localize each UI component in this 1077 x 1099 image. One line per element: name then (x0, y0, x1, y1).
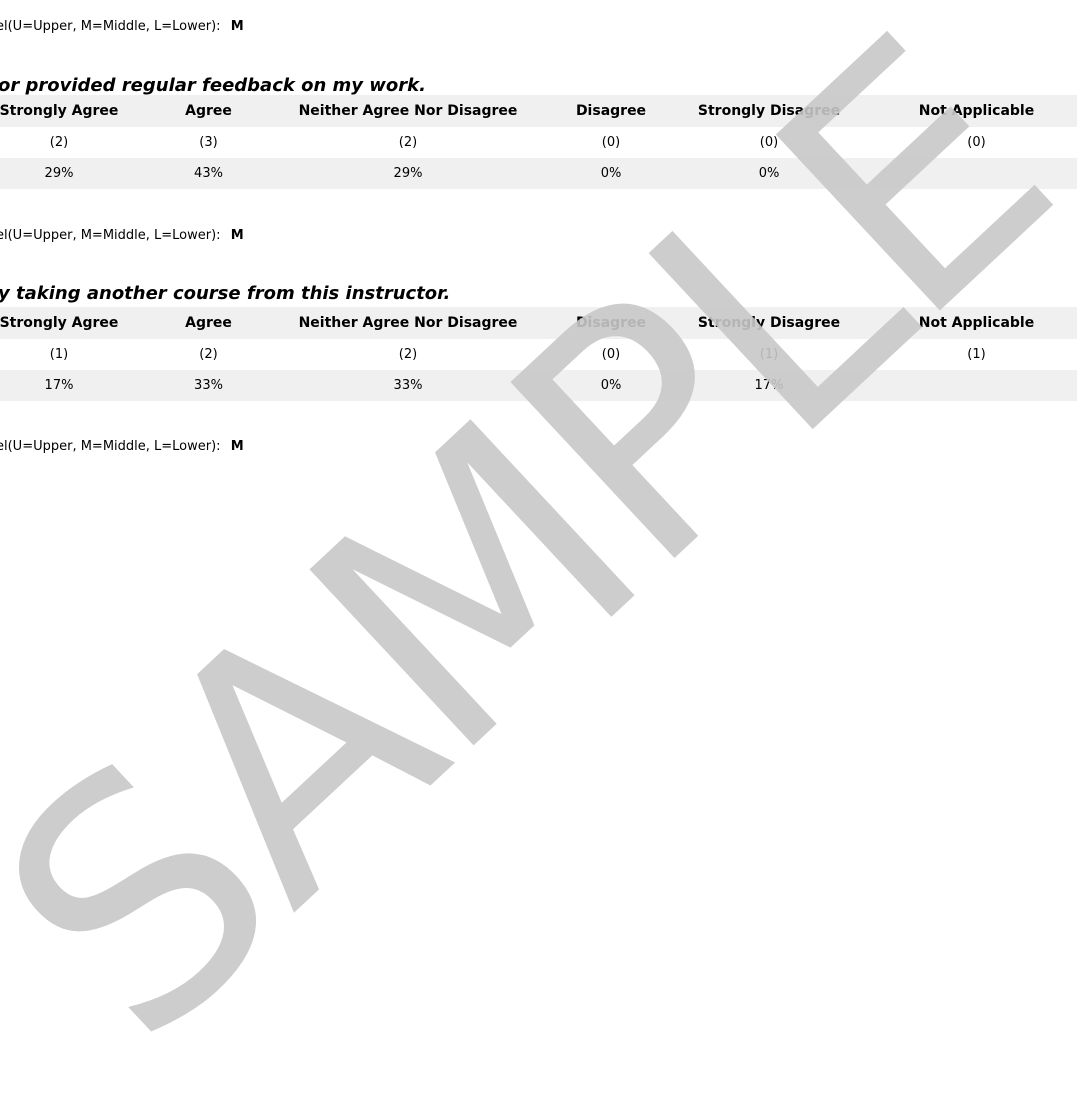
header-neither: Neither Agree Nor Disagree (269, 95, 547, 127)
percent-cell: 0% (547, 158, 675, 189)
course-level-label: el(U=Upper, M=Middle, L=Lower): (0, 19, 221, 34)
table-header-row: Strongly Agree Agree Neither Agree Nor D… (0, 95, 1077, 127)
percent-cell: 17% (675, 370, 863, 401)
course-level-value: M (230, 228, 244, 243)
percent-cell: 0% (547, 370, 675, 401)
count-cell: (2) (0, 127, 148, 158)
count-cell: (2) (148, 339, 269, 370)
count-cell: (0) (547, 339, 675, 370)
percent-cell: 29% (0, 158, 148, 189)
header-strongly-agree: Strongly Agree (0, 95, 148, 127)
header-agree: Agree (148, 307, 269, 339)
header-disagree: Disagree (547, 307, 675, 339)
course-level-value: M (230, 19, 244, 34)
count-cell: (1) (675, 339, 863, 370)
count-cell: (3) (148, 127, 269, 158)
header-not-applicable: Not Applicable (863, 307, 1077, 339)
header-not-applicable: Not Applicable (863, 95, 1077, 127)
header-neither: Neither Agree Nor Disagree (269, 307, 547, 339)
percent-cell: 33% (269, 370, 547, 401)
header-strongly-disagree: Strongly Disagree (675, 307, 863, 339)
response-table: Strongly Agree Agree Neither Agree Nor D… (0, 307, 1077, 401)
percent-cell: 0% (675, 158, 863, 189)
course-level-label: el(U=Upper, M=Middle, L=Lower): (0, 228, 221, 243)
percent-cell (863, 370, 1077, 401)
count-cell: (1) (0, 339, 148, 370)
question-title: or provided regular feedback on my work. (0, 75, 426, 96)
counts-row: (1) (2) (2) (0) (1) (1) (0, 339, 1077, 370)
header-strongly-disagree: Strongly Disagree (675, 95, 863, 127)
count-cell: (2) (269, 339, 547, 370)
counts-row: (2) (3) (2) (0) (0) (0) (0, 127, 1077, 158)
table-header-row: Strongly Agree Agree Neither Agree Nor D… (0, 307, 1077, 339)
percent-cell: 33% (148, 370, 269, 401)
count-cell: (0) (675, 127, 863, 158)
course-level-line: el(U=Upper, M=Middle, L=Lower): M (0, 228, 244, 243)
response-table: Strongly Agree Agree Neither Agree Nor D… (0, 95, 1077, 189)
percents-row: 17% 33% 33% 0% 17% (0, 370, 1077, 401)
count-cell: (0) (863, 127, 1077, 158)
course-level-label: el(U=Upper, M=Middle, L=Lower): (0, 439, 221, 454)
header-agree: Agree (148, 95, 269, 127)
percents-row: 29% 43% 29% 0% 0% (0, 158, 1077, 189)
course-level-value: M (230, 439, 244, 454)
count-cell: (1) (863, 339, 1077, 370)
percent-cell: 29% (269, 158, 547, 189)
percent-cell (863, 158, 1077, 189)
count-cell: (2) (269, 127, 547, 158)
course-level-line: el(U=Upper, M=Middle, L=Lower): M (0, 19, 244, 34)
count-cell: (0) (547, 127, 675, 158)
header-disagree: Disagree (547, 95, 675, 127)
question-title: y taking another course from this instru… (0, 283, 451, 304)
course-level-line: el(U=Upper, M=Middle, L=Lower): M (0, 439, 244, 454)
percent-cell: 43% (148, 158, 269, 189)
header-strongly-agree: Strongly Agree (0, 307, 148, 339)
percent-cell: 17% (0, 370, 148, 401)
